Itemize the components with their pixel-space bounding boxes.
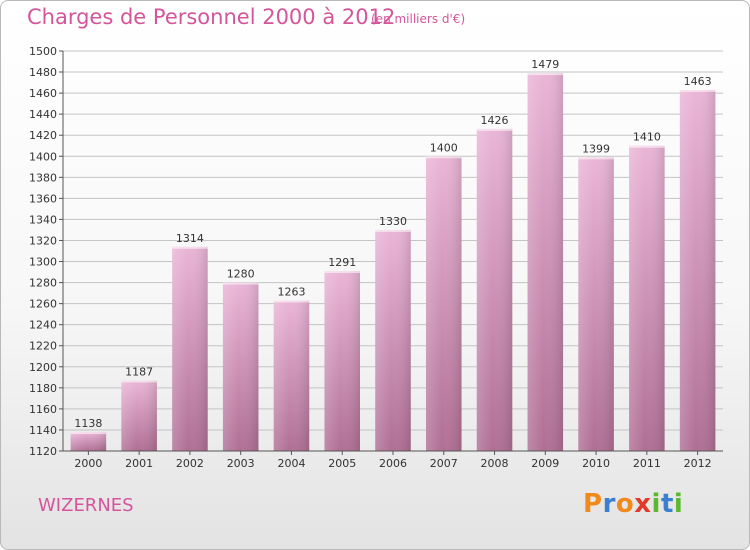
bars: [70, 73, 716, 452]
bar-highlight: [324, 271, 360, 273]
x-tick-label: 2010: [582, 457, 610, 470]
bar-shading: [70, 432, 107, 451]
bar-shading: [578, 157, 614, 451]
bar-highlight: [476, 128, 513, 131]
y-tick-label: 1380: [29, 171, 57, 184]
bar-value-label: 1291: [328, 256, 356, 269]
y-tick-label: 1400: [29, 150, 57, 163]
bar-shading: [375, 229, 411, 451]
y-tick-label: 1180: [29, 382, 57, 395]
bar-highlight: [273, 300, 310, 303]
bar-value-label: 1426: [481, 114, 509, 127]
axes: 1120 1140 1160 1180 1200 1220 1240 1260 1280 1300…: [29, 45, 723, 470]
proxiti-logo: Proxiti: [583, 489, 683, 519]
bar-shading: [527, 73, 564, 452]
y-tick-label: 1160: [29, 403, 57, 416]
bar-value-label: 1400: [430, 141, 458, 154]
bar-value-label: 1399: [582, 142, 610, 155]
bar-shading: [476, 128, 513, 451]
bar-value-label: 1463: [684, 75, 712, 88]
x-tick-label: 2011: [633, 457, 661, 470]
bar-highlight: [629, 145, 665, 148]
bar-value-label: 1263: [277, 285, 305, 298]
bar-value-label: 1479: [531, 58, 559, 71]
bar-highlight: [222, 282, 259, 285]
y-tick-label: 1500: [29, 45, 57, 58]
bar-shading: [324, 271, 360, 451]
y-tick-label: 1460: [29, 87, 57, 100]
bar-highlight: [375, 229, 411, 232]
logo-letter: t: [660, 489, 674, 519]
x-tick-label: 2006: [379, 457, 407, 470]
logo-letter: r: [602, 489, 616, 519]
x-tick-label: 2008: [481, 457, 509, 470]
bar-value-label: 1187: [125, 365, 153, 378]
x-tick-label: 2005: [328, 457, 356, 470]
y-tick-label: 1480: [29, 66, 57, 79]
bar-shading: [222, 282, 259, 451]
y-tick-label: 1240: [29, 319, 57, 332]
y-tick-label: 1300: [29, 256, 57, 269]
y-tick-label: 1440: [29, 108, 57, 121]
y-tick-label: 1120: [29, 445, 57, 458]
bar-highlight: [527, 73, 564, 76]
logo-letter: i: [673, 489, 684, 519]
y-tick-label: 1260: [29, 298, 57, 311]
logo-letter: i: [651, 489, 661, 519]
bar-highlight: [679, 89, 716, 92]
bar-shading: [273, 300, 310, 451]
x-tick-label: 2004: [277, 457, 305, 470]
bar-value-label: 1330: [379, 215, 407, 228]
bar-shading: [679, 89, 716, 452]
x-tick-label: 2000: [74, 457, 102, 470]
y-tick-label: 1360: [29, 192, 57, 205]
y-tick-label: 1200: [29, 361, 57, 374]
y-tick-label: 1220: [29, 340, 57, 353]
y-tick-label: 1140: [29, 424, 57, 437]
bar-shading: [121, 380, 157, 451]
x-tick-label: 2002: [176, 457, 204, 470]
x-tick-label: 2009: [531, 457, 559, 470]
bar-value-label: 1280: [227, 268, 255, 281]
bar-highlight: [578, 157, 614, 160]
y-tick-label: 1420: [29, 129, 57, 142]
logo-letter: x: [634, 489, 652, 519]
logo-letter: P: [583, 489, 603, 519]
chart-title: Charges de Personnel 2000 à 2012: [27, 5, 396, 29]
bar-value-label: 1314: [176, 232, 204, 245]
bar-value-label: 1410: [633, 131, 661, 144]
x-tick-label: 2003: [227, 457, 255, 470]
bar-value-label: 1138: [74, 417, 102, 430]
commune-name: WIZERNES: [38, 495, 134, 516]
bar-highlight: [172, 246, 208, 249]
x-tick-label: 2007: [430, 457, 458, 470]
y-tick-label: 1340: [29, 213, 57, 226]
bar-highlight: [426, 156, 462, 159]
bar-shading: [629, 145, 665, 451]
bar-shading: [426, 156, 462, 451]
x-tick-label: 2001: [125, 457, 153, 470]
x-tick-label: 2012: [684, 457, 712, 470]
chart-subtitle: (en milliers d'€): [371, 12, 466, 26]
bar-highlight: [70, 432, 107, 435]
bar-shading: [172, 246, 208, 451]
y-tick-label: 1320: [29, 234, 57, 247]
logo-letter: o: [615, 489, 635, 519]
bar-highlight: [121, 380, 157, 383]
y-tick-label: 1280: [29, 277, 57, 290]
